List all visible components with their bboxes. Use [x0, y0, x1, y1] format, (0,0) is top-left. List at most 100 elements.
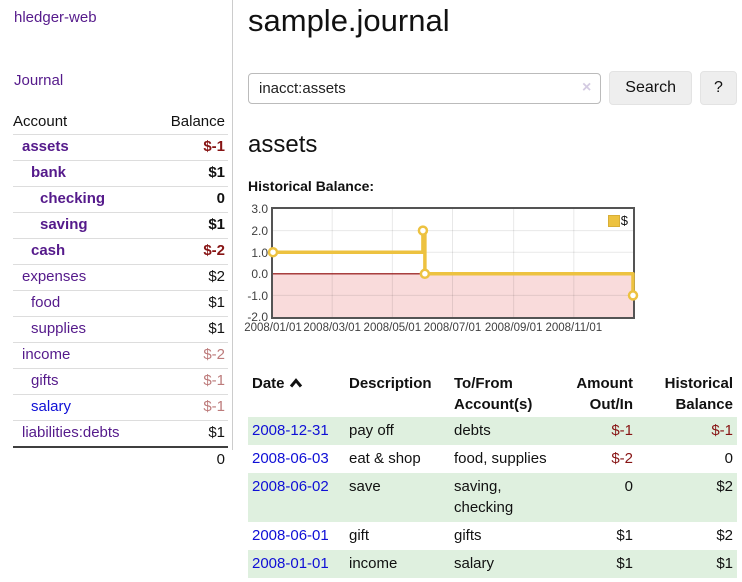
register-date-link[interactable]: 2008-01-01 [252, 555, 329, 573]
account-balance: $-1 [203, 138, 225, 155]
register-accounts: saving, checking [454, 478, 514, 517]
brand-link[interactable]: hledger-web [14, 9, 97, 26]
register-header-date-label: Date [252, 375, 285, 393]
y-tick-label: 3.0 [251, 202, 268, 217]
sidebar-item-journal[interactable]: Journal [14, 72, 64, 89]
register-balance: $1 [716, 555, 733, 573]
register-date-link[interactable]: 2008-06-03 [252, 450, 329, 468]
register-description: eat & shop [349, 450, 421, 468]
clear-search-icon[interactable]: × [581, 78, 592, 96]
account-row: salary $-1 [13, 394, 228, 421]
register-row: 2008-01-01 income salary $1 $1 [248, 550, 737, 579]
chart-title: Historical Balance: [248, 178, 375, 195]
account-row: checking 0 [13, 186, 228, 213]
y-tick-label: 2.0 [251, 224, 268, 239]
account-balance: $-1 [203, 398, 225, 415]
chart-point [417, 225, 429, 237]
register-balance: $2 [716, 527, 733, 545]
account-row: cash $-2 [13, 238, 228, 265]
account-balance: $1 [208, 294, 225, 311]
x-tick-label: 2008/09/01 [484, 322, 543, 335]
account-link-salary[interactable]: salary [31, 398, 72, 415]
register-amount: $-2 [611, 450, 633, 468]
historical-balance-chart: $ 3.0 2.0 1.0 0.0 -1.0 -2.0 2008/01/01 2008/03/… [244, 202, 737, 342]
x-tick-label: 2008/03/01 [303, 322, 361, 335]
chart-canvas [267, 209, 639, 318]
y-tick-label: 0.0 [251, 267, 268, 282]
register-accounts: debts [454, 422, 491, 440]
chart-plot-area: $ [267, 207, 639, 320]
chart-point [267, 247, 279, 258]
register-description: pay off [349, 422, 394, 440]
register-accounts: salary [454, 555, 495, 573]
register-row: 2008-06-02 save saving, checking 0 $2 [248, 473, 737, 523]
register-header-row: Date Description To/From Account(s) Amou… [248, 371, 737, 417]
account-balance: $-2 [203, 346, 225, 363]
account-balance: $1 [208, 216, 225, 233]
account-row: income $-2 [13, 342, 228, 369]
account-link-gifts[interactable]: gifts [31, 372, 59, 389]
x-tick-label: 2008/01/01 [244, 322, 302, 335]
register-header-date[interactable]: Date [248, 371, 345, 417]
x-tick-label: 2008/07/01 [423, 322, 482, 335]
chart-point [627, 290, 639, 302]
accounts-total: 0 [216, 451, 225, 468]
account-row: liabilities:debts $1 [13, 420, 228, 448]
chart-point [419, 269, 431, 280]
search-input[interactable] [248, 72, 602, 104]
account-balance: $1 [208, 164, 225, 181]
register-amount: $-1 [611, 422, 633, 440]
account-link-checking[interactable]: checking [40, 190, 106, 207]
page-title: sample.journal [248, 3, 450, 38]
account-balance: $2 [208, 268, 225, 285]
account-balance: $-2 [203, 242, 225, 259]
account-link-supplies[interactable]: supplies [31, 320, 87, 337]
register-row: 2008-06-03 eat & shop food, supplies $-2 0 [248, 445, 737, 473]
help-button[interactable]: ? [700, 71, 737, 106]
account-row: assets $-1 [13, 134, 228, 161]
account-link-assets[interactable]: assets [22, 138, 69, 155]
register-amount: $1 [616, 555, 633, 573]
sidebar: hledger-web Journal Account Balance asse… [0, 0, 233, 468]
account-row: food $1 [13, 290, 228, 317]
accounts-header-balance: Balance [170, 113, 225, 130]
account-row: gifts $-1 [13, 368, 228, 395]
legend-label: $ [620, 213, 628, 229]
register-date-link[interactable]: 2008-06-02 [252, 478, 329, 496]
sort-ascending-icon [289, 378, 302, 388]
accounts-total-row: 0 [13, 447, 228, 473]
accounts-header-account: Account [13, 113, 68, 130]
legend-swatch-icon [607, 214, 620, 227]
account-link-expenses[interactable]: expenses [22, 268, 87, 285]
x-tick-label: 2008/11/01 [545, 322, 603, 335]
register-row: 2008-06-01 gift gifts $1 $2 [248, 522, 737, 550]
chart-legend: $ [605, 212, 630, 230]
register-accounts: food, supplies [454, 450, 547, 468]
register-date-link[interactable]: 2008-12-31 [252, 422, 329, 440]
search-button[interactable]: Search [609, 71, 692, 106]
register-balance: $-1 [711, 422, 733, 440]
register-table: Date Description To/From Account(s) Amou… [248, 371, 737, 579]
negative-region [273, 274, 633, 318]
register-balance: 0 [724, 450, 733, 468]
account-row: supplies $1 [13, 316, 228, 343]
account-row: saving $1 [13, 212, 228, 239]
account-link-bank[interactable]: bank [31, 164, 67, 181]
account-row: bank $1 [13, 160, 228, 187]
account-link-liabilities-debts[interactable]: liabilities:debts [22, 424, 120, 441]
register-header-amount: Amount Out/In [576, 375, 633, 414]
register-header-balance: Historical Balance [664, 375, 733, 414]
register-accounts: gifts [454, 527, 482, 545]
account-link-saving[interactable]: saving [40, 216, 88, 233]
account-link-income[interactable]: income [22, 346, 71, 363]
main-content: sample.journal × Search ? assets Histori… [233, 3, 742, 579]
register-description: income [349, 555, 398, 573]
account-balance: $1 [208, 424, 225, 441]
register-amount: 0 [624, 478, 633, 496]
account-link-food[interactable]: food [31, 294, 61, 311]
search-form: × Search ? [248, 71, 737, 106]
account-link-cash[interactable]: cash [31, 242, 66, 259]
register-balance: $2 [716, 478, 733, 496]
register-date-link[interactable]: 2008-06-01 [252, 527, 329, 545]
account-balance: $-1 [203, 372, 225, 389]
